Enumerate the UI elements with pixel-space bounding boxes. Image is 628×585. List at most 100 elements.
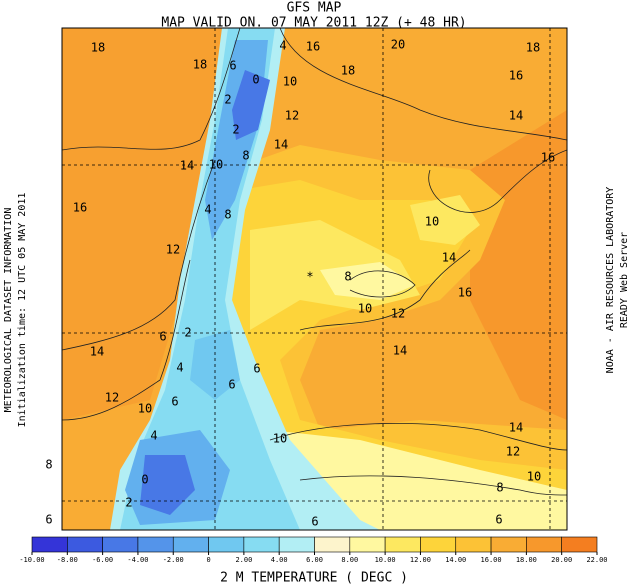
contour-label: 8 — [496, 481, 503, 495]
colorbar-bin — [31, 536, 68, 553]
colorbar-bin — [455, 536, 492, 553]
contour-label: 12 — [166, 243, 180, 257]
colorbar-bin — [172, 536, 209, 553]
contour-label: 10 — [273, 432, 287, 446]
contour — [299, 475, 567, 496]
contour-label: 16 — [541, 151, 555, 165]
colorbar-label: 2 M TEMPERATURE ( DEGC ) — [220, 571, 408, 585]
colorbar-bin — [490, 536, 527, 553]
colorbar-tick-label: -2.00 — [163, 556, 184, 564]
map-fill — [470, 110, 567, 420]
side-label: NOAA - AIR RESOURCES LABORATORY — [605, 187, 616, 374]
contour-label: 4 — [204, 203, 211, 217]
contour-label: 6 — [253, 362, 260, 376]
contour-label: 12 — [105, 391, 119, 405]
contour-label: 6 — [495, 513, 502, 527]
contour — [279, 28, 567, 141]
contour-label: 18 — [193, 58, 207, 72]
contour-label: 6 — [228, 378, 235, 392]
colorbar-tick-label: -6.00 — [92, 556, 113, 564]
contour-label: 18 — [526, 41, 540, 55]
side-label: Initialization time: 12 UTC 05 MAY 2011 — [17, 193, 28, 428]
colorbar: -10.00 -8.00 -6.00 -4.00 -2.00 0 2.00 4.00 6.00 8… — [19, 536, 608, 564]
contour-label: 18 — [91, 41, 105, 55]
contour-label: 16 — [73, 201, 87, 215]
colorbar-tick-label: 20.00 — [551, 556, 572, 564]
contour-label: 14 — [509, 421, 523, 435]
map-fill — [320, 262, 415, 300]
colorbar-tick-label: 8.00 — [341, 556, 358, 564]
colorbar-bin — [314, 536, 351, 553]
colorbar-bin — [208, 536, 245, 553]
contour-label: 0 — [252, 73, 259, 87]
colorbar-bin — [420, 536, 457, 553]
colorbar-tick-label: -4.00 — [127, 556, 148, 564]
colorbar-bin — [278, 536, 315, 553]
contour-label: 8 — [242, 149, 249, 163]
contour-label: 2 — [224, 93, 231, 107]
title: GFS MAP — [287, 1, 342, 16]
colorbar-tick-label: 22.00 — [586, 556, 607, 564]
colorbar-bin — [561, 536, 598, 553]
contour-label: 6 — [229, 59, 236, 73]
contour-label: 16 — [306, 40, 320, 54]
contour-label: 10 — [527, 470, 541, 484]
contour-label: 4 — [150, 429, 157, 443]
map-marker: * — [306, 270, 313, 284]
colorbar-bin — [243, 536, 280, 553]
contour-label: 10 — [425, 215, 439, 229]
contour-label: 6 — [311, 515, 318, 529]
colorbar-tick-label: 12.00 — [410, 556, 431, 564]
colorbar-bin — [349, 536, 386, 553]
contour-label: 10 — [283, 75, 297, 89]
contour-label: 6 — [171, 395, 178, 409]
contour-label: 12 — [391, 307, 405, 321]
contour-label: 6 — [159, 330, 166, 344]
contour-label: 14 — [442, 251, 456, 265]
colorbar-tick-label: 2.00 — [235, 556, 252, 564]
colorbar-tick-label: 16.00 — [481, 556, 502, 564]
colorbar-bin — [67, 536, 103, 553]
colorbar-tick-label: -8.00 — [57, 556, 78, 564]
contour-label: 8 — [45, 458, 52, 472]
contour-label: 6 — [45, 513, 52, 527]
map-fill — [140, 455, 195, 515]
colorbar-tick-label: -10.00 — [19, 556, 44, 564]
contour-label: 14 — [90, 345, 104, 359]
colorbar-bin — [102, 536, 139, 553]
contour-label: 14 — [393, 344, 407, 358]
contour — [269, 423, 567, 451]
contour — [62, 159, 216, 351]
contour-label: 14 — [274, 138, 288, 152]
contour-label: 0 — [141, 473, 148, 487]
contour-label: 14 — [509, 109, 523, 123]
contour — [349, 270, 416, 298]
colorbar-tick-label: 14.00 — [445, 556, 466, 564]
contour-label: 2 — [232, 123, 239, 137]
contour-label: 16 — [509, 69, 523, 83]
contour — [62, 259, 191, 421]
contour-label: 10 — [138, 402, 152, 416]
contour-label: 14 — [180, 159, 194, 173]
subtitle: MAP VALID ON. 07 MAY 2011 12Z (+ 48 HR) — [161, 16, 466, 31]
contour-label: 8 — [224, 208, 231, 222]
colorbar-tick-label: 10.00 — [375, 556, 396, 564]
colorbar-tick-label: 6.00 — [306, 556, 323, 564]
colorbar-tick-label: 18.00 — [516, 556, 537, 564]
contour-label: 8 — [344, 270, 351, 284]
contour-label: 4 — [176, 361, 183, 375]
colorbar-bin — [137, 536, 174, 553]
contour — [62, 28, 241, 151]
contour — [299, 249, 471, 331]
contour-label: 10 — [209, 158, 223, 172]
contour-label: 12 — [506, 445, 520, 459]
contour-label: 16 — [458, 286, 472, 300]
contour — [428, 149, 567, 213]
map-fill — [120, 28, 300, 530]
colorbar-bin — [526, 536, 562, 553]
map-fill — [232, 70, 270, 140]
map-fill — [410, 195, 480, 245]
contour-label: 10 — [358, 302, 372, 316]
